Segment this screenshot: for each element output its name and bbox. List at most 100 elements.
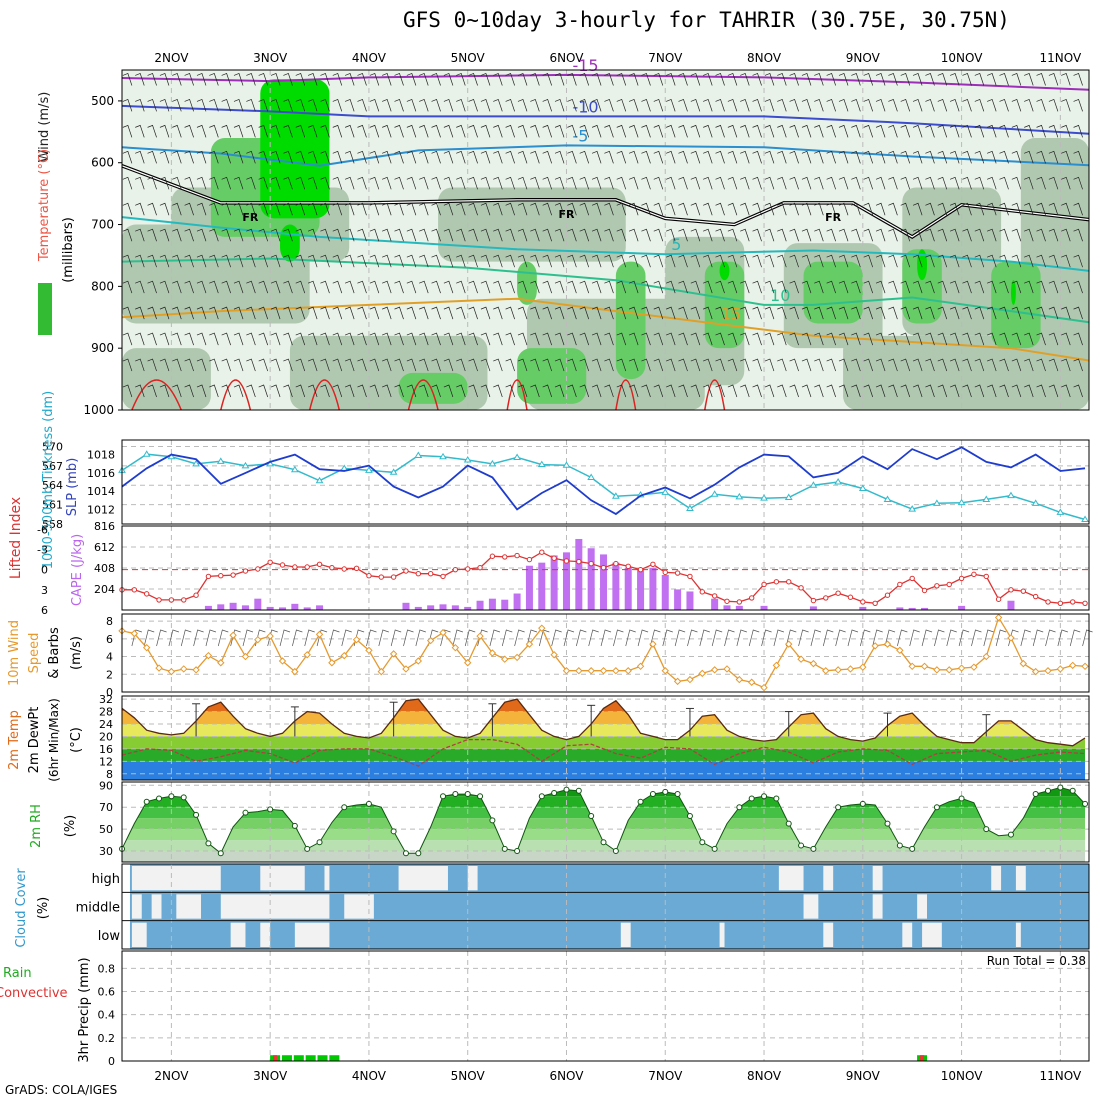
rh-point xyxy=(612,848,619,855)
wind-barb xyxy=(246,124,256,138)
wind-barb xyxy=(505,228,515,242)
wind-barb xyxy=(715,98,725,112)
wind-barb xyxy=(690,384,701,398)
lifted-index-point xyxy=(662,569,668,576)
wind-barb xyxy=(962,72,972,86)
wind-barb xyxy=(159,254,170,268)
wind-barb xyxy=(875,358,886,372)
wind-barb xyxy=(196,150,207,164)
wind-barb xyxy=(517,280,528,294)
lifted-index-point xyxy=(860,599,866,605)
wind-barb xyxy=(653,202,664,216)
wind-barb xyxy=(246,150,256,164)
wind-barb xyxy=(221,332,231,346)
surface-wind-barb xyxy=(872,629,883,647)
thickness-point xyxy=(216,457,225,464)
wind-barb xyxy=(740,124,750,138)
lifted-index-point xyxy=(983,573,989,580)
upper-air-frame xyxy=(121,69,1090,411)
rh-shading xyxy=(517,348,587,404)
wind-barb xyxy=(159,384,170,398)
wind-barb xyxy=(801,254,812,268)
wind-barb xyxy=(653,176,664,190)
lifted-index-point xyxy=(1057,600,1064,606)
li-y-tick: 3 xyxy=(41,584,48,597)
wind-barb xyxy=(703,228,713,242)
wind-barb xyxy=(666,98,676,112)
cape-bar xyxy=(562,552,570,610)
thickness-point xyxy=(809,481,818,488)
wind-barb xyxy=(122,254,133,268)
wind-barb xyxy=(270,254,281,268)
wind-barb xyxy=(456,98,466,112)
wind-barb xyxy=(283,280,293,294)
wind-barb xyxy=(801,228,812,242)
cape-bar xyxy=(958,605,966,610)
wind-barb xyxy=(962,124,972,138)
rh-point xyxy=(736,804,743,811)
wind-barb xyxy=(814,358,824,372)
wind-barb xyxy=(554,306,565,320)
precip-total-bar xyxy=(329,1055,340,1061)
wind-barb xyxy=(851,150,861,164)
rh-point xyxy=(896,842,903,849)
wind-barb xyxy=(196,306,207,320)
wind-speed-point xyxy=(513,653,521,662)
lifted-index-point xyxy=(452,566,459,573)
wind-barb xyxy=(579,124,590,138)
wind-barb xyxy=(135,384,145,398)
wind-barb xyxy=(851,202,861,216)
wind-barb xyxy=(320,176,330,190)
wind-barb xyxy=(468,280,478,294)
x-tick-label-bottom: 9NOV xyxy=(846,1069,881,1083)
rh-point xyxy=(242,809,249,816)
wind-barb xyxy=(209,254,219,268)
wind-barb xyxy=(838,280,849,294)
wind-barb xyxy=(912,202,923,216)
wind-barb xyxy=(900,124,911,138)
wind-barb xyxy=(196,228,207,242)
rh-band xyxy=(122,829,1086,841)
wind-barb xyxy=(270,72,281,86)
wind-barb xyxy=(480,202,491,216)
surface-wind-barb xyxy=(390,629,402,647)
wind-barb xyxy=(246,358,256,372)
wind-barb xyxy=(740,358,750,372)
wind-barb xyxy=(591,358,602,372)
wind-barb xyxy=(974,254,985,268)
cape-bar xyxy=(316,605,324,610)
wind-barb xyxy=(764,384,775,398)
wind-barb xyxy=(987,254,997,268)
wind-barb xyxy=(382,72,392,86)
wind-barb xyxy=(221,124,231,138)
wind-barb xyxy=(888,358,898,372)
wind-barb xyxy=(344,358,355,372)
wind-barb xyxy=(505,150,515,164)
thickness-point xyxy=(1007,491,1015,499)
wind-barb xyxy=(1036,280,1046,294)
wind-barb xyxy=(838,254,849,268)
wind-barb xyxy=(764,124,775,138)
surface-wind-barb xyxy=(995,629,1007,647)
wind-barb xyxy=(727,306,738,320)
wind-barb xyxy=(801,280,812,294)
temp-band xyxy=(122,711,1086,724)
lifted-index-point xyxy=(1008,587,1014,593)
wind-barb xyxy=(925,358,935,372)
wind-barb xyxy=(270,202,281,216)
wind-barb xyxy=(678,306,688,320)
wind-barb xyxy=(604,228,614,242)
wind-barb xyxy=(1061,150,1071,164)
lifted-index-point xyxy=(946,581,952,588)
wind-barb xyxy=(320,280,330,294)
wind-barb xyxy=(777,176,787,190)
wind-barb xyxy=(1061,98,1071,112)
wind-barb xyxy=(690,358,701,372)
ylabel-cape: CAPE (J/kg) xyxy=(70,534,85,606)
wind-barb xyxy=(394,280,404,294)
rh-point xyxy=(267,806,274,813)
surface-wind-barb xyxy=(773,629,785,647)
cape-bar xyxy=(735,605,743,610)
wind-barb xyxy=(838,228,849,242)
lifted-index-point xyxy=(267,559,273,565)
